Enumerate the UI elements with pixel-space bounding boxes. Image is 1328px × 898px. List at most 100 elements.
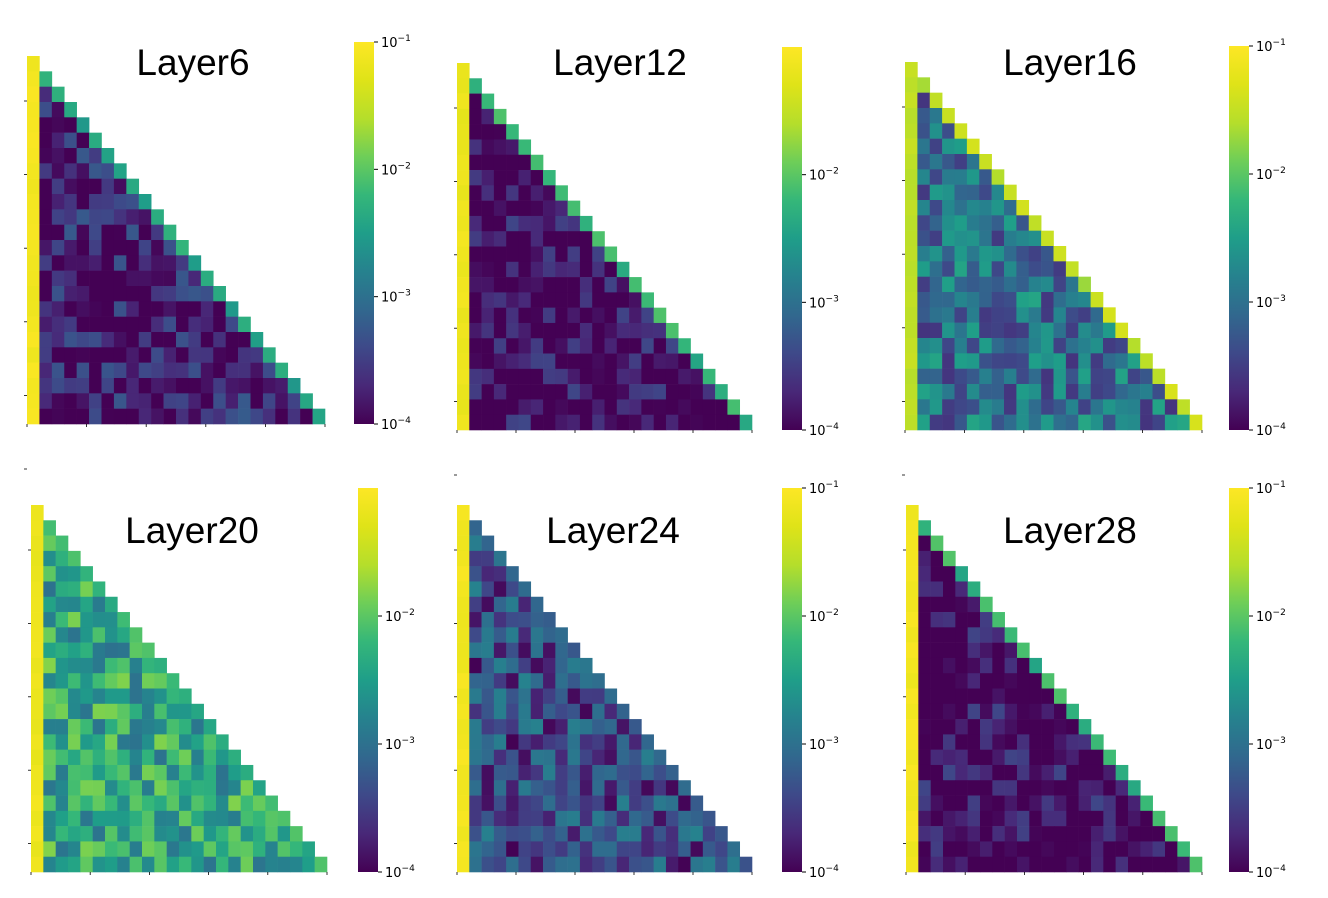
heatmap-cell xyxy=(92,703,106,720)
heatmap-cell xyxy=(27,209,40,225)
heatmap-cell xyxy=(1078,856,1092,873)
heatmap-cell xyxy=(1017,795,1030,812)
heatmap-cell xyxy=(1078,780,1092,796)
heatmap-cell xyxy=(555,368,568,385)
heatmap-cell xyxy=(39,316,53,333)
heatmap-cell xyxy=(27,148,40,164)
heatmap-cell xyxy=(126,209,140,225)
heatmap-cell xyxy=(1090,368,1104,385)
heatmap-cell xyxy=(506,642,519,659)
heatmap-cell xyxy=(506,414,519,431)
heatmap-cell xyxy=(980,627,993,643)
heatmap-cell xyxy=(592,826,605,842)
heatmap-cell xyxy=(579,734,593,750)
heatmap-cell xyxy=(604,734,618,750)
heatmap-cell xyxy=(101,163,115,179)
heatmap-cell xyxy=(68,642,81,659)
heatmap-cell xyxy=(31,749,44,766)
heatmap-cell xyxy=(27,56,40,72)
heatmap-cell xyxy=(191,764,204,781)
heatmap-cell xyxy=(27,132,40,149)
heatmap-cell xyxy=(469,215,482,232)
heatmap-cell xyxy=(980,688,993,705)
heatmap-cell xyxy=(1115,826,1129,842)
colorbar-tick-label: 10−4 xyxy=(1256,422,1286,439)
heatmap-cell xyxy=(616,292,630,308)
heatmap-cell xyxy=(604,826,618,842)
heatmap-cell xyxy=(1029,719,1042,735)
heatmap-cell xyxy=(179,795,192,812)
heatmap-cell xyxy=(469,322,482,339)
heatmap-cell xyxy=(930,795,944,812)
heatmap-cell xyxy=(518,384,532,400)
heatmap-cell xyxy=(188,378,202,394)
heatmap-cell xyxy=(89,316,102,333)
heatmap-cell xyxy=(68,826,81,842)
heatmap-cell xyxy=(27,362,40,379)
heatmap-cell xyxy=(579,399,593,416)
heatmap-cell xyxy=(555,734,568,750)
heatmap-cell xyxy=(979,399,992,415)
heatmap-cell xyxy=(992,657,1005,674)
heatmap-cell xyxy=(31,657,44,674)
heatmap-cell xyxy=(89,408,102,425)
heatmap-cell xyxy=(955,826,968,842)
heatmap-cell xyxy=(216,764,229,781)
heatmap-cell xyxy=(1054,841,1067,858)
heatmap-cell xyxy=(1066,780,1079,796)
heatmap-cell xyxy=(469,566,482,582)
heatmap-cell xyxy=(629,277,642,293)
heatmap-cell xyxy=(1054,688,1067,705)
heatmap-cell xyxy=(151,332,164,348)
heatmap-cell xyxy=(68,550,81,567)
heatmap-cell xyxy=(151,209,164,225)
heatmap-cell xyxy=(481,810,495,827)
heatmap-cell xyxy=(1016,230,1030,247)
heatmap-cell xyxy=(39,163,53,179)
heatmap-cell xyxy=(918,719,931,735)
heatmap-cell xyxy=(481,277,495,293)
heatmap-cell xyxy=(179,856,192,873)
heatmap-cell xyxy=(151,362,164,379)
heatmap-cell xyxy=(92,596,106,613)
heatmap-cell xyxy=(1028,368,1042,385)
heatmap-cell xyxy=(1041,338,1054,354)
heatmap-cell xyxy=(80,841,93,858)
heatmap-cell xyxy=(1103,307,1116,323)
heatmap-cell xyxy=(567,353,581,370)
heatmap-cell xyxy=(265,826,278,842)
heatmap-cell xyxy=(200,362,214,379)
heatmap-cell xyxy=(906,612,919,628)
heatmap-cell xyxy=(530,810,544,827)
heatmap-cell xyxy=(1017,810,1030,827)
heatmap-cell xyxy=(930,566,944,582)
heatmap-cell xyxy=(943,688,956,705)
heatmap-cell xyxy=(469,596,482,613)
heatmap-cell xyxy=(39,408,53,425)
heatmap-cell xyxy=(1004,780,1018,796)
heatmap-cell xyxy=(92,856,106,873)
heatmap-cell xyxy=(1103,322,1116,339)
heatmap-cell xyxy=(641,338,654,354)
heatmap-cell xyxy=(457,200,470,217)
heatmap-cell xyxy=(469,581,482,598)
heatmap-cell xyxy=(1041,764,1055,781)
heatmap-cell xyxy=(76,224,90,241)
heatmap-cell xyxy=(905,169,918,185)
heatmap-cell xyxy=(1128,856,1141,873)
heatmap-cell xyxy=(1004,368,1017,385)
heatmap-cell xyxy=(702,384,716,400)
heatmap-cell xyxy=(604,856,618,873)
heatmap-cell xyxy=(43,581,56,598)
heatmap-cell xyxy=(1004,795,1018,812)
heatmap-cell xyxy=(216,841,229,858)
colorbar-tick-label: 10−1 xyxy=(381,34,411,51)
heatmap-cell xyxy=(530,657,544,674)
heatmap-cell xyxy=(92,719,106,735)
heatmap-cell xyxy=(955,688,968,705)
heatmap-cell xyxy=(129,719,143,735)
heatmap-cell xyxy=(64,102,77,118)
heatmap-cell xyxy=(493,719,507,735)
heatmap-cell xyxy=(1065,322,1079,339)
heatmap-cell xyxy=(930,657,944,674)
